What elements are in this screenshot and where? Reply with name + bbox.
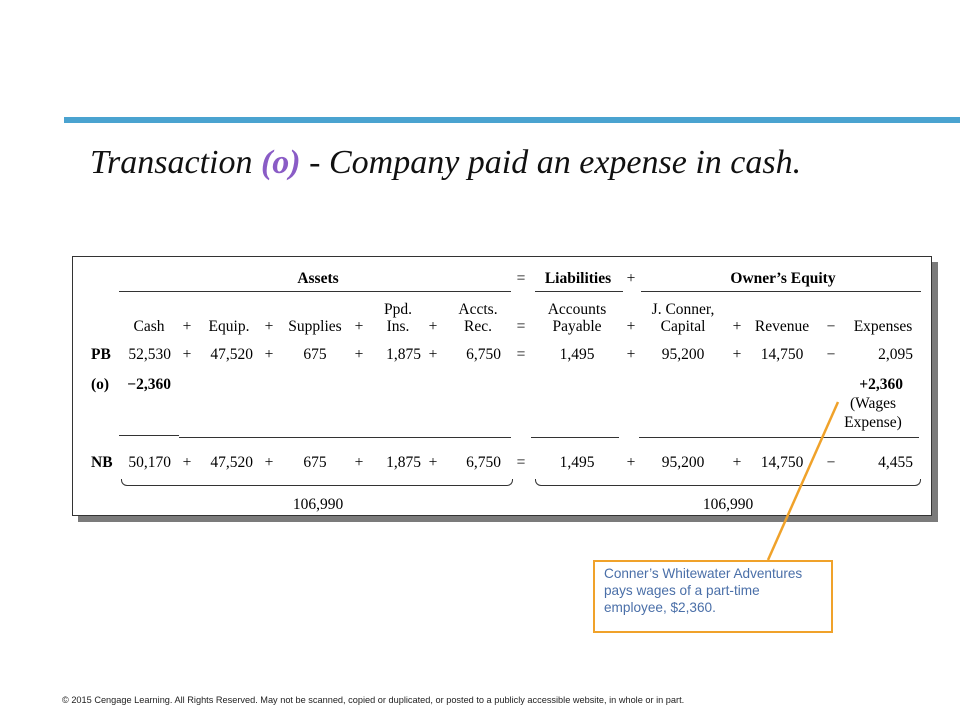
op: + xyxy=(264,346,274,363)
pb-accts: 6,750 xyxy=(466,346,501,363)
pb-ap: 1,495 xyxy=(559,346,595,363)
col-supplies: Supplies xyxy=(288,318,342,335)
op: + xyxy=(626,346,636,363)
op: + xyxy=(354,318,364,335)
row-label-nb: NB xyxy=(91,454,113,471)
pb-ppd: 1,875 xyxy=(386,346,421,363)
col-accts-line1: Accts. xyxy=(458,301,498,318)
op: + xyxy=(428,318,438,335)
op: + xyxy=(264,454,274,471)
op: − xyxy=(826,318,836,335)
col-ap-line2: Payable xyxy=(552,318,602,335)
op: + xyxy=(182,346,192,363)
pb-revenue: 14,750 xyxy=(760,346,804,363)
op: = xyxy=(516,346,526,363)
op: + xyxy=(626,318,636,335)
col-revenue: Revenue xyxy=(754,318,810,335)
header-assets: Assets xyxy=(297,270,339,287)
op: − xyxy=(826,454,836,471)
op: + xyxy=(428,454,438,471)
o-note-line2: Expense) xyxy=(844,414,902,431)
equity-rule xyxy=(641,291,921,292)
accounting-equation-table: Assets = Liabilities + Owner’s Equity Ca… xyxy=(72,256,932,516)
op: − xyxy=(826,346,836,363)
op: + xyxy=(732,318,742,335)
op: + xyxy=(354,454,364,471)
op: + xyxy=(182,454,192,471)
nb-accts: 6,750 xyxy=(466,454,501,471)
col-capital-line1: J. Conner, xyxy=(651,301,715,318)
col-equip: Equip. xyxy=(208,318,250,335)
op: = xyxy=(516,454,526,471)
op: + xyxy=(626,454,636,471)
col-expenses: Expenses xyxy=(853,318,913,335)
o-note-line1: (Wages xyxy=(849,395,897,412)
op: + xyxy=(732,346,742,363)
pb-capital: 95,200 xyxy=(661,346,705,363)
header-plus: + xyxy=(626,270,636,287)
rule xyxy=(179,437,511,438)
total-assets: 106,990 xyxy=(292,496,344,513)
liabilities-rule xyxy=(535,291,623,292)
op: + xyxy=(428,346,438,363)
col-ppd-line2: Ins. xyxy=(386,318,410,335)
rule xyxy=(639,437,919,438)
op: + xyxy=(732,454,742,471)
nb-ap: 1,495 xyxy=(559,454,595,471)
total-liab-equity: 106,990 xyxy=(702,496,754,513)
nb-revenue: 14,750 xyxy=(760,454,804,471)
nb-capital: 95,200 xyxy=(661,454,705,471)
rule xyxy=(531,437,619,438)
assets-rule xyxy=(119,291,511,292)
row-label-pb: PB xyxy=(91,346,111,363)
col-ap-line1: Accounts xyxy=(547,301,607,318)
op: = xyxy=(516,318,526,335)
nb-cash: 50,170 xyxy=(128,454,171,471)
nb-equip: 47,520 xyxy=(210,454,253,471)
nb-expenses: 4,455 xyxy=(878,454,913,471)
rule xyxy=(119,435,179,436)
col-capital-line2: Capital xyxy=(660,318,706,335)
o-cash: −2,360 xyxy=(127,376,171,393)
col-ppd-line1: Ppd. xyxy=(384,301,412,318)
title-suffix: - Company paid an expense in cash. xyxy=(300,144,802,181)
header-equals: = xyxy=(516,270,526,287)
callout-box: Conner’s Whitewater Adventures pays wage… xyxy=(593,560,833,633)
pb-expenses: 2,095 xyxy=(878,346,913,363)
pb-supplies: 675 xyxy=(303,346,327,363)
nb-supplies: 675 xyxy=(303,454,327,471)
header-owners-equity: Owner’s Equity xyxy=(730,270,836,287)
nb-ppd: 1,875 xyxy=(386,454,421,471)
callout-text: Conner’s Whitewater Adventures pays wage… xyxy=(604,566,803,615)
col-cash: Cash xyxy=(133,318,165,335)
copyright-footer: © 2015 Cengage Learning. All Rights Rese… xyxy=(62,695,685,705)
pb-equip: 47,520 xyxy=(210,346,253,363)
title-prefix: Transaction xyxy=(90,144,261,181)
transaction-code: (o) xyxy=(260,144,301,181)
op: + xyxy=(264,318,274,335)
o-expenses: +2,360 xyxy=(859,376,903,393)
title-rule xyxy=(64,117,960,123)
op: + xyxy=(182,318,192,335)
pb-cash: 52,530 xyxy=(128,346,171,363)
slide-title: Transaction (o) - Company paid an expens… xyxy=(90,144,801,182)
row-label-o: (o) xyxy=(91,376,110,393)
op: + xyxy=(354,346,364,363)
header-liabilities: Liabilities xyxy=(544,270,612,287)
col-accts-line2: Rec. xyxy=(464,318,492,335)
